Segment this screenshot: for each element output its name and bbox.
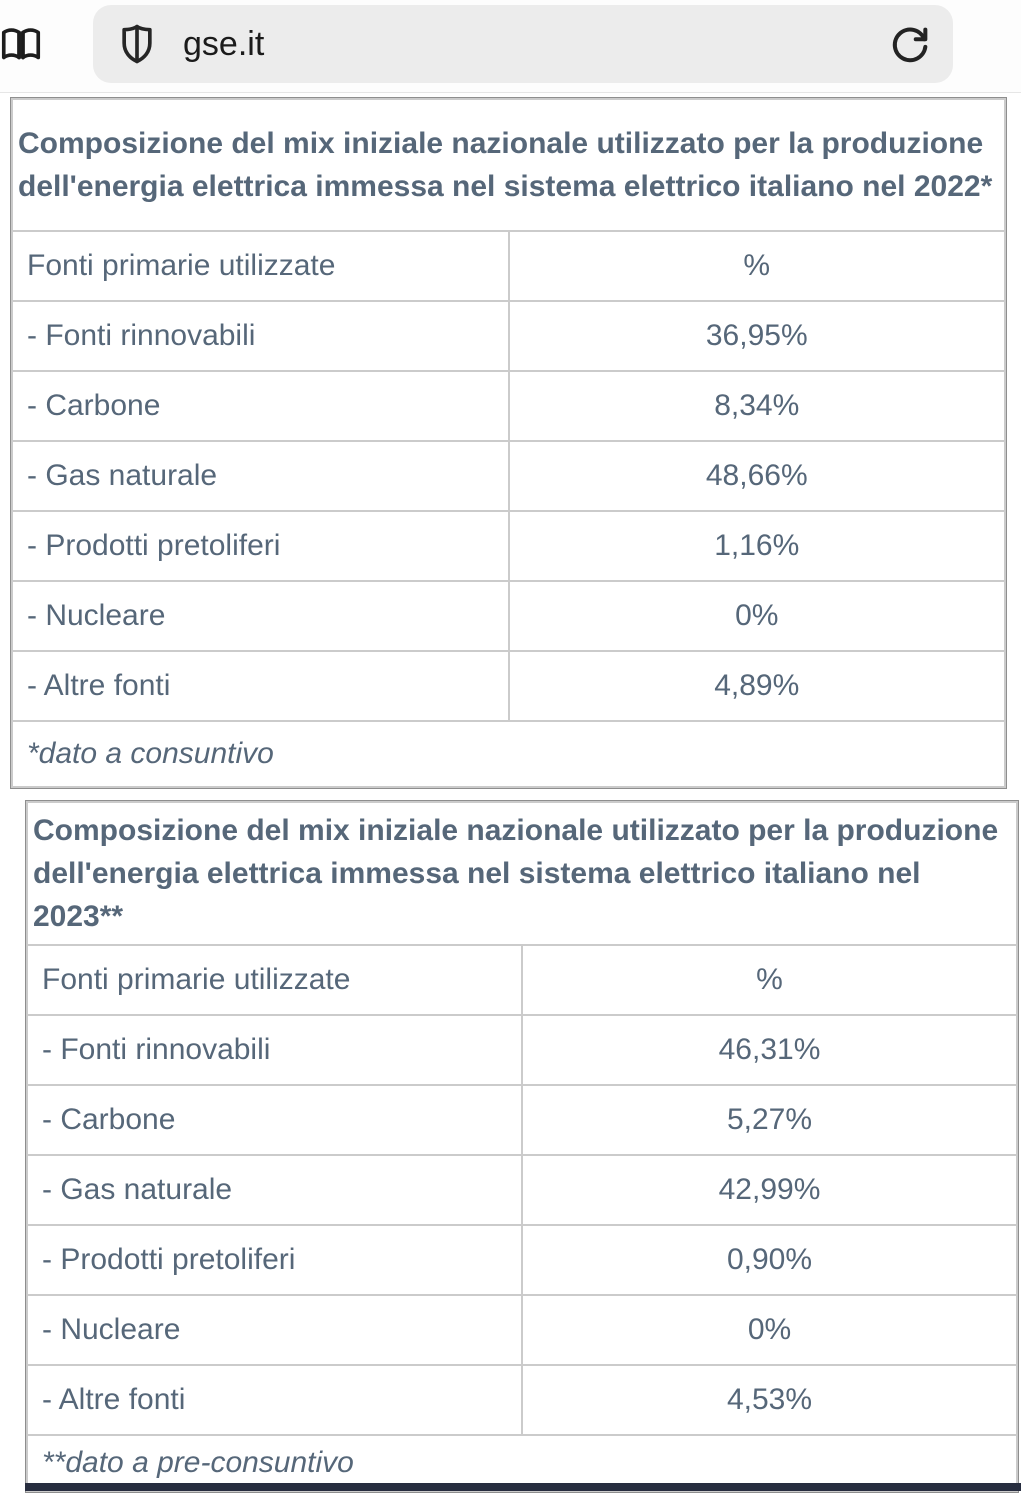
table-row: - Carbone 5,27% (26, 1084, 1018, 1156)
row-value: 4,53% (521, 1364, 1018, 1436)
row-value: 0% (507, 580, 1006, 652)
row-label: - Prodotti pretoliferi (26, 1224, 523, 1296)
table-row: - Nucleare 0% (26, 1294, 1018, 1366)
url-text[interactable]: gse.it (183, 24, 265, 63)
row-label: - Gas naturale (11, 440, 510, 512)
row-label: - Carbone (26, 1084, 523, 1156)
table-title-2022: Composizione del mix iniziale nazionale … (11, 98, 1006, 232)
table-row: - Fonti rinnovabili 36,95% (11, 300, 1006, 372)
table-header-row: Fonti primarie utilizzate % (11, 230, 1006, 302)
energy-mix-table-2022: Composizione del mix iniziale nazionale … (10, 97, 1007, 789)
table-title-2023: Composizione del mix iniziale nazionale … (26, 801, 1018, 946)
table-footnote-2022: *dato a consuntivo (11, 720, 1006, 788)
table-title-row: Composizione del mix iniziale nazionale … (11, 98, 1006, 232)
row-label: - Carbone (11, 370, 510, 442)
row-value: 36,95% (507, 300, 1006, 372)
row-label: - Nucleare (26, 1294, 523, 1366)
table-row: - Gas naturale 42,99% (26, 1154, 1018, 1226)
url-bar[interactable]: gse.it (93, 5, 953, 83)
table-row: - Carbone 8,34% (11, 370, 1006, 442)
column-header-percent: % (521, 944, 1018, 1016)
table-title-row: Composizione del mix iniziale nazionale … (26, 801, 1018, 946)
row-value: 48,66% (507, 440, 1006, 512)
dark-section-strip (25, 1483, 1021, 1491)
column-header-sources: Fonti primarie utilizzate (26, 944, 523, 1016)
browser-toolbar: gse.it (0, 0, 1021, 93)
table-footnote-2023: **dato a pre-consuntivo (26, 1434, 1018, 1492)
table-row: - Gas naturale 48,66% (11, 440, 1006, 512)
column-header-sources: Fonti primarie utilizzate (11, 230, 510, 302)
row-label: - Fonti rinnovabili (11, 300, 510, 372)
column-header-percent: % (507, 230, 1006, 302)
table-row: - Fonti rinnovabili 46,31% (26, 1014, 1018, 1086)
row-value: 1,16% (507, 510, 1006, 582)
privacy-shield-icon[interactable] (115, 20, 159, 68)
row-value: 8,34% (507, 370, 1006, 442)
table-row: - Altre fonti 4,89% (11, 650, 1006, 722)
table-row: - Prodotti pretoliferi 1,16% (11, 510, 1006, 582)
row-label: - Gas naturale (26, 1154, 523, 1226)
table-row: - Nucleare 0% (11, 580, 1006, 652)
table-row: - Prodotti pretoliferi 0,90% (26, 1224, 1018, 1296)
table-footnote-row: *dato a consuntivo (11, 720, 1006, 788)
row-label: - Altre fonti (11, 650, 510, 722)
row-label: - Nucleare (11, 580, 510, 652)
row-value: 5,27% (521, 1084, 1018, 1156)
reload-icon[interactable] (887, 21, 933, 67)
table-header-row: Fonti primarie utilizzate % (26, 944, 1018, 1016)
reader-book-icon[interactable] (0, 22, 44, 68)
row-value: 0,90% (521, 1224, 1018, 1296)
energy-mix-table-2023: Composizione del mix iniziale nazionale … (25, 800, 1019, 1493)
row-label: - Altre fonti (26, 1364, 523, 1436)
row-value: 0% (521, 1294, 1018, 1366)
row-label: - Fonti rinnovabili (26, 1014, 523, 1086)
row-label: - Prodotti pretoliferi (11, 510, 510, 582)
row-value: 42,99% (521, 1154, 1018, 1226)
row-value: 4,89% (507, 650, 1006, 722)
table-row: - Altre fonti 4,53% (26, 1364, 1018, 1436)
page-content: Composizione del mix iniziale nazionale … (0, 93, 1021, 1493)
table-footnote-row: **dato a pre-consuntivo (26, 1434, 1018, 1492)
row-value: 46,31% (521, 1014, 1018, 1086)
